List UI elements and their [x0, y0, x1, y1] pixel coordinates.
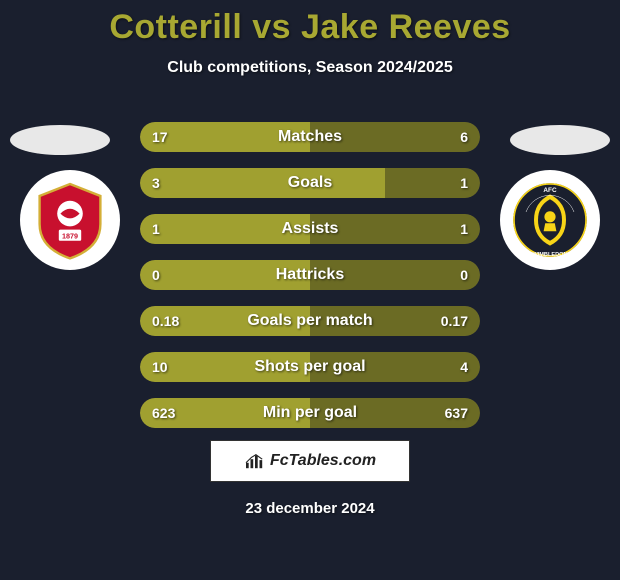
stats-container: 176Matches 31Goals 11Assists 00Hattricks 0.1…	[140, 122, 480, 444]
afc-wimbledon-crest-icon: AFC WIMBLEDON	[510, 180, 590, 260]
stat-bar-left	[140, 122, 310, 152]
stat-row: 0.180.17Goals per match	[140, 306, 480, 336]
fctables-logo: FcTables.com	[210, 440, 410, 482]
stat-row: 31Goals	[140, 168, 480, 198]
bar-chart-icon	[244, 452, 266, 470]
stat-bar-left	[140, 214, 310, 244]
stat-row: 623637Min per goal	[140, 398, 480, 428]
stat-bar-right	[310, 352, 480, 382]
stat-bar-right	[310, 122, 480, 152]
stat-bar-left	[140, 352, 310, 382]
swindon-town-crest-icon: 1879	[30, 180, 110, 260]
stat-row: 00Hattricks	[140, 260, 480, 290]
stat-bar-left	[140, 168, 385, 198]
stat-row: 176Matches	[140, 122, 480, 152]
team-badge-right: AFC WIMBLEDON	[500, 170, 600, 270]
page-title: Cotterill vs Jake Reeves	[0, 0, 620, 47]
svg-text:1879: 1879	[62, 231, 78, 240]
player-silhouette-left	[10, 125, 110, 155]
comparison-date: 23 december 2024	[0, 500, 620, 517]
stat-bar-right	[385, 168, 480, 198]
page-subtitle: Club competitions, Season 2024/2025	[0, 59, 620, 77]
stat-bar-right	[310, 306, 480, 336]
fctables-logo-text: FcTables.com	[270, 452, 376, 470]
stat-bar-right	[310, 260, 480, 290]
stat-bar-right	[310, 398, 480, 428]
player-silhouette-right	[510, 125, 610, 155]
stat-bar-left	[140, 306, 310, 336]
stat-row: 104Shots per goal	[140, 352, 480, 382]
svg-text:AFC: AFC	[543, 187, 557, 194]
stat-row: 11Assists	[140, 214, 480, 244]
team-badge-left: 1879	[20, 170, 120, 270]
stat-bar-right	[310, 214, 480, 244]
stat-bar-left	[140, 398, 310, 428]
svg-text:WIMBLEDON: WIMBLEDON	[532, 252, 567, 258]
stat-bar-left	[140, 260, 310, 290]
